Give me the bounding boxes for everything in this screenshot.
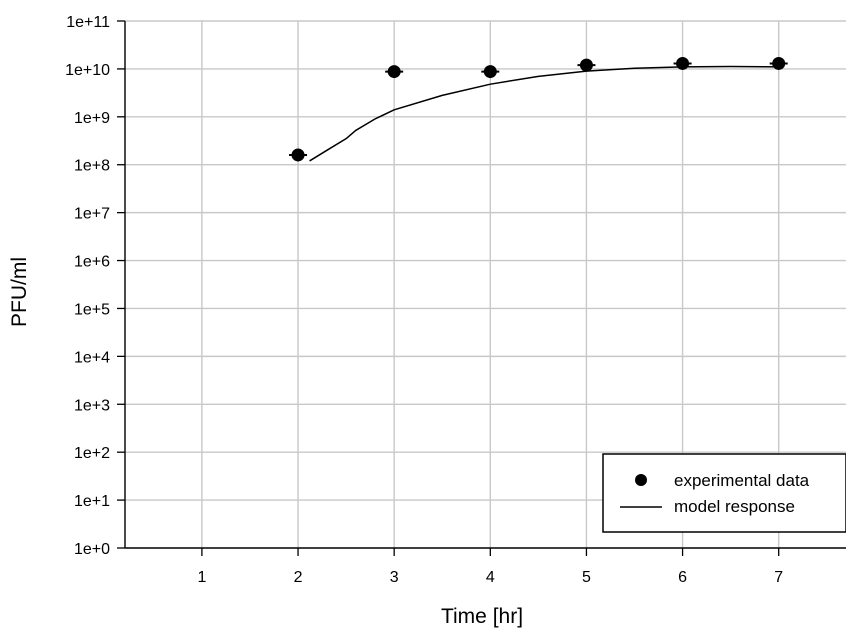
legend: experimental data model response (602, 453, 846, 533)
x-tick-label: 5 (582, 569, 591, 586)
y-tick-label: 1e+3 (74, 397, 110, 414)
y-tick-label: 1e+7 (74, 206, 110, 223)
y-tick-label: 1e+0 (74, 541, 110, 558)
x-tick-label: 6 (678, 569, 687, 586)
experimental-data-point (772, 56, 786, 70)
x-tick-label: 1 (197, 569, 206, 586)
experimental-data-point (579, 58, 593, 72)
x-tick-label: 7 (774, 569, 783, 586)
y-tick-label: 1e+4 (74, 349, 110, 366)
model-response-line (309, 65, 779, 162)
x-tick-label: 2 (294, 569, 303, 586)
legend-label-model-response: model response (674, 497, 795, 516)
axes (117, 20, 846, 556)
experimental-data-point (676, 56, 690, 70)
experimental-data-point (387, 65, 401, 79)
x-tick-label: 4 (486, 569, 495, 586)
x-tick-label: 3 (390, 569, 399, 586)
legend-box (602, 453, 846, 533)
y-tick-label: 1e+5 (74, 301, 110, 318)
y-tick-label: 1e+9 (74, 110, 110, 127)
grid-lines (125, 20, 846, 548)
experimental-data-point (483, 65, 497, 79)
legend-label-experimental-data: experimental data (674, 471, 810, 490)
legend-marker-experimental-data (635, 474, 647, 486)
y-tick-label: 1e+11 (66, 14, 110, 31)
y-tick-label: 1e+10 (65, 62, 110, 79)
y-tick-label: 1e+6 (74, 254, 110, 271)
y-tick-label: 1e+2 (74, 445, 110, 462)
y-tick-label: 1e+8 (74, 158, 110, 175)
tick-labels: 1e+0 1e+1 1e+2 1e+3 1e+4 1e+5 1e+6 1e+7 1e+8 1e+9… (65, 14, 783, 586)
x-axis-title: Time [hr] (441, 605, 523, 628)
y-tick-label: 1e+1 (74, 493, 110, 510)
y-axis-title: PFU/ml (8, 257, 31, 327)
experimental-data-point (291, 148, 305, 162)
plot-area (289, 56, 788, 162)
